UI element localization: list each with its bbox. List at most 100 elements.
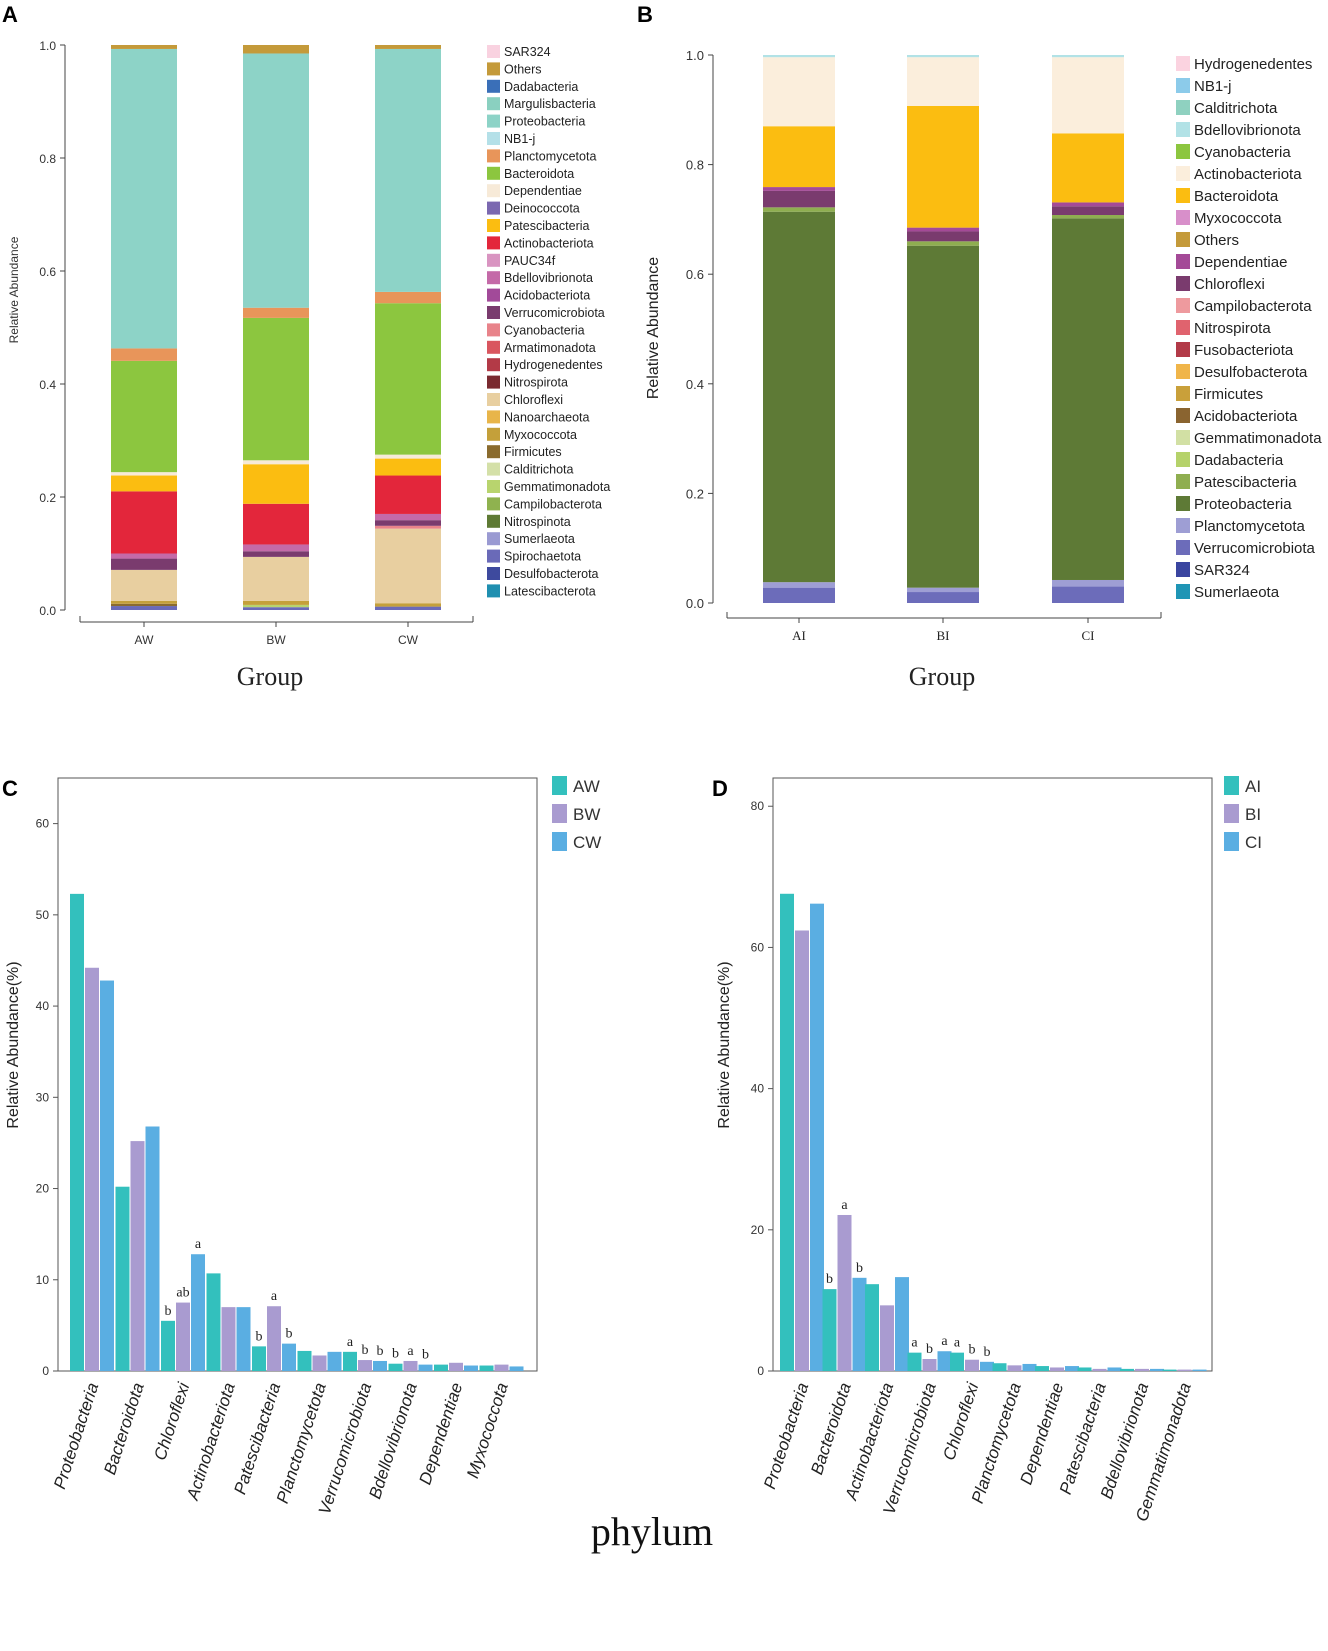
significance-letter: b (286, 1327, 293, 1342)
stack-segment-spirochaetota-bw (243, 607, 309, 610)
panel-b-y-tick-label: 0.0 (686, 596, 704, 611)
x-category-label-bacteroidota: Bacteroidota (807, 1380, 855, 1477)
legend-swatch-latescibacterota (487, 584, 500, 598)
panel-c-y-tick-label: 50 (36, 908, 50, 922)
legend-label-nitrospinota: Nitrospinota (504, 515, 571, 529)
legend-swatch-bdellovibrionota (487, 271, 500, 285)
legend-swatch-others (487, 62, 500, 76)
legend-swatch-nb1-j (487, 132, 500, 145)
legend-label-deinococcota: Deinococcota (504, 202, 580, 216)
group-label-cw: CW (398, 633, 419, 647)
legend-label-latescibacterota: Latescibacterota (504, 584, 596, 598)
panel-b-ylabel: Relative Abundance (645, 257, 662, 399)
legend-swatch-calditrichota (1176, 100, 1190, 115)
significance-letter: b (926, 1342, 933, 1357)
legend-label-dadabacteria: Dadabacteria (504, 80, 578, 94)
legend-swatch-nb1-j (1176, 78, 1190, 93)
legend-label-hydrogenedentes: Hydrogenedentes (1194, 56, 1312, 73)
x-category-label-myxococcota: Myxococcota (463, 1380, 512, 1480)
stack-segment-chloroflexi-aw (111, 569, 177, 601)
legend-swatch-nanoarchaeota (487, 410, 500, 424)
stack-segment-proteobacteria-ai (763, 211, 835, 583)
legend-swatch-myxococcota (487, 427, 500, 441)
legend-label-nitrospirota: Nitrospirota (504, 376, 568, 390)
legend-label-ci: CI (1245, 833, 1262, 852)
stack-segment-chloroflexi-bw (243, 556, 309, 601)
stack-segment-planctomycetota-ai (763, 582, 835, 588)
legend-swatch-acidobacteriota (1176, 408, 1190, 423)
group-label-ai: AI (792, 628, 806, 643)
stack-segment-planctomycetota-bi (907, 587, 979, 593)
stack-segment-proteobacteria-bw (243, 53, 309, 308)
panel-b-bars (763, 55, 1124, 603)
legend-label-myxococcota: Myxococcota (504, 428, 577, 442)
legend-swatch-campilobacterota (487, 497, 500, 511)
bar-cw-patescibacteria (282, 1343, 296, 1371)
stack-segment-bacteroidota-ai (763, 126, 835, 188)
panel-d-y-tick-label: 40 (751, 1082, 765, 1096)
significance-letter: a (954, 1336, 961, 1351)
stack-segment-cyanobacteria-cw (375, 525, 441, 529)
legend-swatch-gemmatimonadota (1176, 430, 1190, 445)
significance-letter: b (422, 1348, 429, 1363)
legend-swatch-hydrogenedentes (487, 358, 500, 372)
bar-bw-actinobacteriota (221, 1307, 236, 1371)
legend-swatch-proteobacteria (1176, 496, 1190, 511)
stack-segment-bacteroidota-ci (1052, 133, 1124, 203)
x-category-label-chloroflexi: Chloroflexi (939, 1379, 982, 1462)
legend-label-sar324: SAR324 (504, 45, 551, 59)
bar-aw-verrucomicrobiota (343, 1351, 357, 1371)
bar-bw-verrucomicrobiota (358, 1360, 372, 1371)
x-category-label-bdellovibrionota: Bdellovibrionota (365, 1380, 420, 1501)
panel-d-y-tick-label: 80 (751, 799, 765, 813)
bar-cw-bdellovibrionota (418, 1364, 433, 1371)
x-category-label-planctomycetota: Planctomycetota (273, 1380, 330, 1505)
panel-a-stacked-chart: A Relative Abundance Group 0.00.20.40.60… (2, 2, 610, 691)
legend-swatch-bi (1224, 804, 1239, 823)
panel-a-y-tick-label: 1.0 (39, 39, 56, 53)
bar-aw-planctomycetota (297, 1350, 312, 1371)
bar-bw-dependentiae (449, 1362, 463, 1371)
legend-swatch-myxococcota (1176, 210, 1190, 225)
group-label-aw: AW (135, 633, 155, 647)
legend-label-sar324: SAR324 (1194, 562, 1250, 579)
stack-segment-myxococcota-aw (111, 600, 177, 604)
stack-segment-verrucomicrobiota-ai (763, 587, 835, 603)
legend-swatch-firmicutes (487, 445, 500, 459)
bar-bi-chloroflexi (965, 1359, 979, 1371)
bar-bi-proteobacteria (795, 930, 809, 1371)
legend-swatch-verrucomicrobiota (1176, 540, 1190, 555)
stack-segment-planctomycetota-cw (375, 291, 441, 304)
stack-segment-actinobacteriota-bi (907, 57, 979, 106)
panel-b-y-tick-label: 0.2 (686, 486, 704, 501)
legend-swatch-margulisbacteria (487, 97, 500, 111)
bar-ai-patescibacteria (1077, 1367, 1092, 1371)
bar-aw-proteobacteria (70, 893, 84, 1371)
panel-c-legend: AW BW CW (552, 776, 601, 852)
stack-segment-verrucomicrobiota-ci (1052, 586, 1124, 603)
panel-b-legend: Hydrogenedentes NB1-j Calditrichota Bdellov… (1176, 56, 1322, 601)
stack-segment-myxococcota-bw (243, 600, 309, 605)
bar-aw-actinobacteriota (206, 1273, 221, 1371)
legend-swatch-gemmatimonadota (487, 480, 500, 493)
panel-b-letter: B (637, 2, 653, 27)
legend-swatch-actinobacteriota (487, 236, 500, 250)
legend-label-dadabacteria: Dadabacteria (1194, 452, 1284, 469)
legend-label-aw: AW (573, 777, 600, 796)
stack-segment-verrucomicrobiota-bi (907, 592, 979, 603)
legend-swatch-armatimonadota (487, 340, 500, 354)
x-category-label-proteobacteria: Proteobacteria (50, 1380, 102, 1491)
group-label-ci: CI (1082, 628, 1095, 643)
panel-d-grouped-chart: D Relative Abundance(%) 0 20 40 60 80 Proteob… (712, 776, 1262, 1524)
bar-ci-bacteroidota (852, 1277, 867, 1371)
stack-segment-bdellovibrionota-bi (907, 55, 979, 58)
legend-label-bdellovibrionota: Bdellovibrionota (1194, 122, 1301, 139)
panel-a-ylabel: Relative Abundance (7, 236, 21, 343)
bar-bw-proteobacteria (85, 967, 99, 1371)
significance-letter: b (362, 1343, 369, 1358)
x-category-label-bacteroidota: Bacteroidota (100, 1380, 148, 1477)
legend-label-patescibacteria: Patescibacteria (1194, 474, 1297, 491)
bar-ci-dependentiae (1065, 1366, 1079, 1371)
legend-swatch-bacteroidota (487, 166, 500, 180)
stack-segment-dependentiae-aw (111, 472, 177, 476)
